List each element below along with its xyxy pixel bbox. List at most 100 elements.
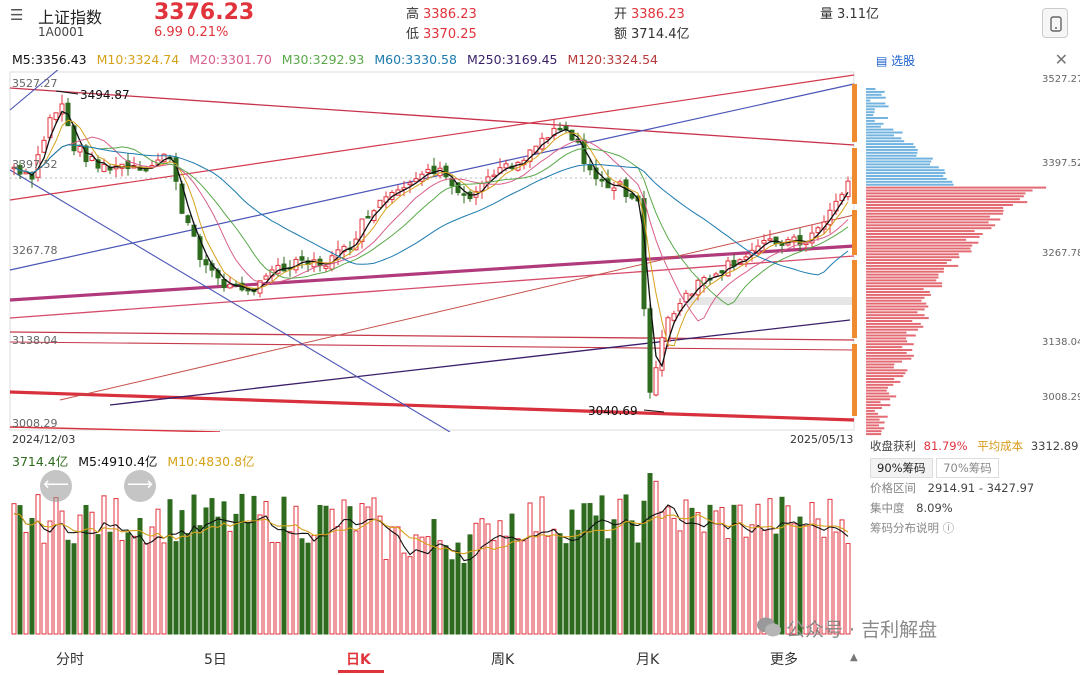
candle-body [599, 178, 605, 182]
chip-bar [866, 299, 922, 302]
volume-bar [35, 494, 41, 635]
volume-bar [839, 519, 845, 635]
watermark-text: 公众号 · 吉利解盘 [786, 619, 938, 641]
volume-bar [587, 503, 593, 635]
phone-icon[interactable] [1042, 8, 1068, 38]
chip-explain-link[interactable]: 筹码分布说明 ⓘ [870, 521, 955, 535]
chip-bar [866, 282, 943, 285]
volume-bar [179, 510, 185, 635]
tab-chip-70[interactable]: 70%筹码 [936, 458, 999, 478]
tab-chip-90[interactable]: 90%筹码 [870, 458, 933, 478]
chip-bar [866, 322, 921, 325]
volume-bar [425, 536, 431, 635]
candle-body [485, 176, 491, 183]
stock-picker-button[interactable]: ▤ 选股 [876, 54, 916, 68]
prev-arrow-icon[interactable]: ⟵ [40, 470, 72, 502]
stock-name: 上证指数 [38, 8, 103, 27]
anno-bar-1 [852, 148, 857, 204]
candle-body [359, 218, 365, 243]
volume-bar [749, 524, 755, 635]
speed-annotations: 快 较快 快 慢 快 [852, 84, 857, 416]
candle-body [299, 256, 305, 261]
volume-bar [533, 531, 539, 635]
close-icon[interactable]: ✕ [1054, 50, 1068, 69]
volume-bar [41, 542, 47, 635]
chip-bar [866, 401, 881, 404]
tab-more[interactable]: 更多 [770, 652, 798, 668]
tab-intraday[interactable]: 分时 [56, 652, 84, 668]
chip-bar [866, 146, 916, 148]
tab-monthly-k[interactable]: 月K [636, 652, 660, 668]
chip-bar [866, 366, 894, 369]
candle-body [611, 187, 617, 191]
chart-frame [9, 71, 855, 431]
volume-bar [365, 506, 371, 635]
chip-bar [866, 288, 924, 291]
chip-bar [866, 398, 891, 401]
candle-body [95, 159, 101, 169]
candle-body [407, 182, 413, 186]
tab-weekly-k[interactable]: 周K [491, 652, 515, 668]
volume-bar [263, 501, 269, 635]
chip-bar [866, 166, 939, 169]
candle-body [89, 155, 95, 161]
tab-daily-k[interactable]: 日K [346, 652, 371, 668]
high-marker-arrow [55, 90, 79, 95]
chip-bar [866, 296, 925, 299]
next-arrow-icon[interactable]: ⟶ [124, 470, 156, 502]
chip-bar [866, 163, 930, 166]
collapse-triangle-icon[interactable]: ▲ [850, 652, 858, 663]
ma-line-30 [13, 144, 849, 306]
volume-m10: M10:4830.8亿 [167, 454, 255, 469]
volume-bar [563, 543, 569, 635]
volume-bar [119, 539, 125, 635]
y-tick-right-4: 3008.29 [1042, 392, 1080, 403]
volume-bar [653, 480, 659, 635]
chip-bar [866, 108, 875, 111]
chip-bar [866, 325, 924, 328]
chip-distribution-chart: 3527.27 3397.52 3267.78 3138.04 3008.29 [866, 74, 1080, 436]
volume-bars [11, 473, 851, 635]
chip-bar [866, 302, 927, 305]
chip-bar [866, 392, 890, 395]
kline-chart[interactable]: 3527.27 3397.52 3267.78 3138.04 3008.29 … [0, 70, 866, 432]
y-tick-left-0: 3527.27 [12, 77, 58, 90]
tab-5day[interactable]: 5日 [204, 652, 227, 668]
chip-bar [866, 334, 916, 337]
chip-bar [866, 224, 996, 227]
candle-body [263, 275, 269, 280]
volume-bar [389, 526, 395, 635]
chip-bar [866, 169, 945, 172]
menu-icon[interactable]: ☰ [10, 6, 24, 24]
list-icon: ▤ [876, 54, 892, 68]
chip-bar [866, 192, 1026, 195]
chip-bar [866, 195, 1024, 198]
high-price: 高 3386.23 [406, 7, 477, 22]
volume-bar [245, 522, 251, 635]
period-tabs: 分时 5日 日K 周K 月K 更多 [0, 641, 866, 675]
chip-bar [866, 412, 878, 415]
chip-bar [866, 360, 903, 363]
active-tab-indicator [338, 670, 384, 673]
candle-body [59, 103, 65, 115]
current-price: 3376.23 [154, 0, 255, 25]
chip-bar [866, 117, 888, 119]
chip-bar [866, 221, 989, 224]
chip-bar [866, 189, 1033, 192]
chip-bar [866, 201, 1028, 204]
chip-bar [866, 404, 891, 407]
volume-bar [335, 525, 341, 635]
chip-bar [866, 378, 895, 380]
volume-bar [353, 530, 359, 635]
chip-bar [866, 331, 907, 334]
ma-line-60 [13, 144, 849, 276]
chip-bar [866, 357, 912, 360]
candle-body [413, 178, 419, 183]
candle-body [503, 163, 509, 169]
candle-body [41, 139, 47, 153]
chip-bar [866, 409, 875, 412]
chip-bar [866, 102, 886, 105]
y-tick-right-3: 3138.04 [1042, 337, 1080, 348]
volume-bar [461, 562, 467, 635]
volume-bar [17, 505, 23, 635]
